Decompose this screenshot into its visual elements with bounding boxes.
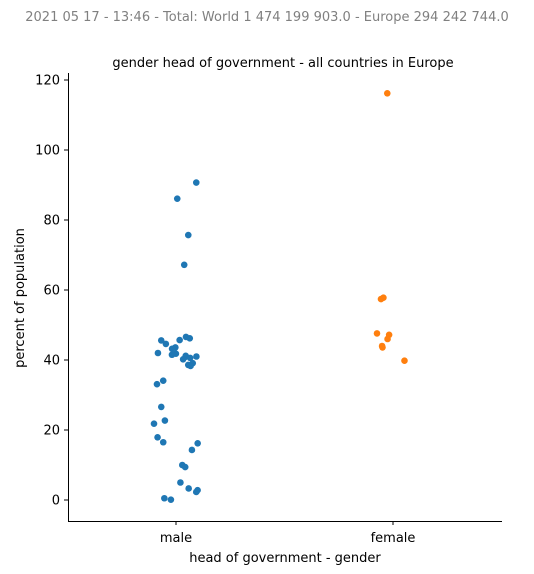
female-data-point bbox=[373, 330, 381, 337]
male-data-point bbox=[153, 380, 161, 388]
y-tick-label: 80 bbox=[43, 214, 60, 229]
y-tick-label: 0 bbox=[52, 494, 60, 509]
x-tick-label: female bbox=[371, 531, 416, 546]
female-data-point bbox=[377, 295, 385, 303]
female-data-point bbox=[384, 335, 391, 343]
male-data-point bbox=[167, 496, 175, 503]
female-data-point bbox=[383, 90, 391, 97]
female-data-point bbox=[401, 357, 408, 365]
male-data-point bbox=[157, 337, 165, 344]
y-tick-label: 120 bbox=[35, 74, 60, 89]
male-data-point bbox=[181, 463, 189, 471]
y-tick-label: 60 bbox=[43, 284, 60, 299]
y-ticks: 0 20 40 60 80 100 120 bbox=[35, 74, 68, 509]
male-data-point bbox=[188, 446, 196, 454]
male-data-point bbox=[193, 353, 200, 360]
male-data-point bbox=[186, 335, 194, 342]
male-data-point bbox=[186, 354, 194, 362]
y-tick-label: 100 bbox=[35, 144, 60, 159]
male-data-point bbox=[154, 434, 161, 441]
male-data-point bbox=[168, 345, 176, 353]
male-data-point bbox=[177, 479, 184, 486]
x-axis-label: head of government - gender bbox=[189, 551, 381, 566]
male-data-point bbox=[194, 440, 201, 447]
male-data-point bbox=[176, 336, 183, 344]
y-tick-label: 20 bbox=[43, 424, 60, 439]
male-data-point bbox=[157, 403, 165, 411]
x-tick-label: male bbox=[160, 531, 192, 546]
data-points bbox=[150, 90, 408, 503]
female-data-point bbox=[379, 344, 386, 351]
male-data-point bbox=[187, 362, 194, 370]
chart-title: gender head of government - all countrie… bbox=[112, 56, 453, 71]
x-ticks: male female bbox=[160, 521, 416, 546]
y-tick-label: 40 bbox=[43, 354, 60, 369]
male-data-point bbox=[150, 420, 158, 428]
male-data-point bbox=[192, 179, 200, 186]
male-data-point bbox=[159, 438, 167, 446]
male-data-point bbox=[161, 417, 169, 424]
male-data-point bbox=[173, 195, 181, 202]
male-data-point bbox=[179, 356, 187, 363]
male-data-point bbox=[161, 494, 168, 502]
male-data-point bbox=[184, 231, 192, 239]
male-data-point bbox=[154, 349, 162, 357]
male-data-point bbox=[185, 485, 192, 492]
suptitle: 2021 05 17 - 13:46 - Total: World 1 474 … bbox=[25, 10, 509, 25]
y-axis-label: percent of population bbox=[13, 228, 28, 368]
male-data-point bbox=[192, 488, 200, 496]
male-data-point bbox=[180, 261, 188, 269]
male-data-point bbox=[162, 340, 170, 348]
male-data-point bbox=[159, 377, 167, 384]
plot-area: 0 20 40 60 80 100 120 male female bbox=[35, 73, 502, 546]
male-data-point bbox=[168, 351, 176, 359]
